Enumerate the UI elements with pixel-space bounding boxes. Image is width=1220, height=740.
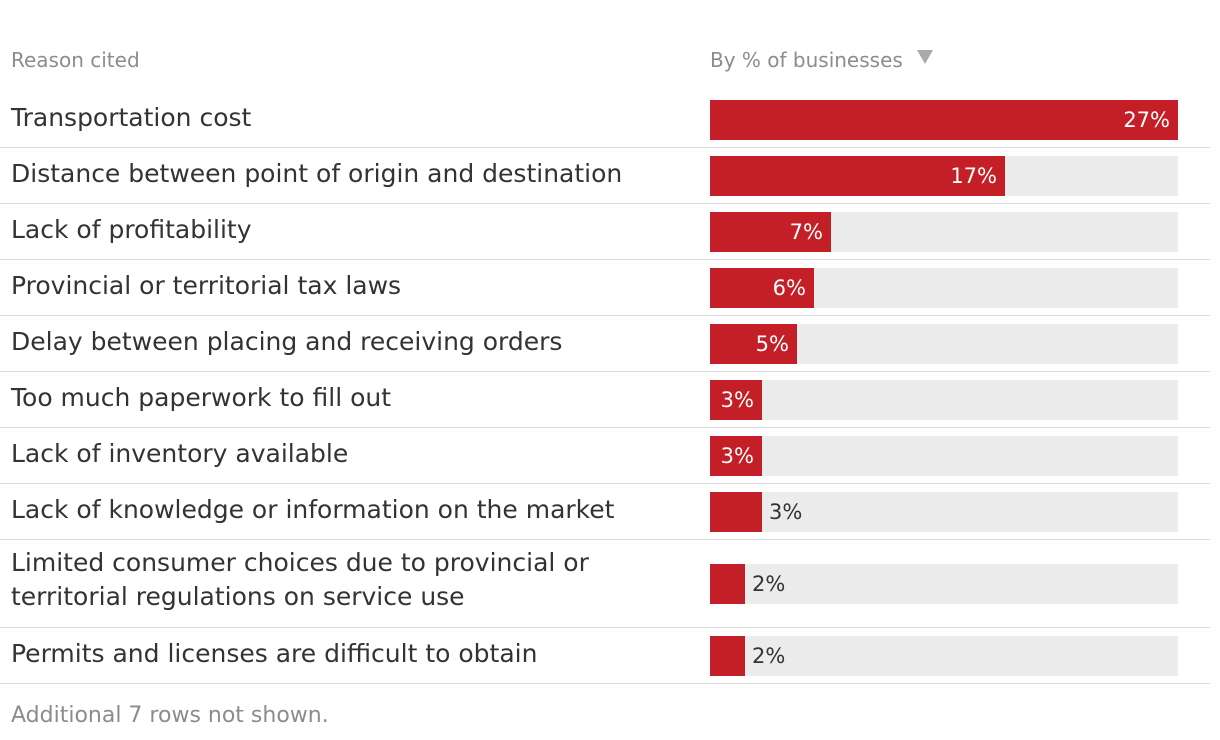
value-column-header[interactable]: By % of businesses bbox=[710, 48, 933, 72]
bar-track: 5% bbox=[710, 324, 1178, 364]
bar bbox=[710, 212, 831, 252]
category-label: Permits and licenses are difficult to ob… bbox=[11, 639, 538, 668]
category-label: Delay between placing and receiving orde… bbox=[11, 327, 563, 356]
table-row: Permits and licenses are difficult to ob… bbox=[0, 628, 1210, 684]
bar bbox=[710, 100, 1178, 140]
sort-descending-icon[interactable] bbox=[916, 50, 933, 64]
data-label: 7% bbox=[789, 220, 823, 244]
data-label: 17% bbox=[950, 164, 997, 188]
bar-track: 2% bbox=[710, 636, 1178, 676]
category-label: Lack of profitability bbox=[11, 215, 252, 244]
bar-track: 3% bbox=[710, 436, 1178, 476]
data-label: 3% bbox=[720, 444, 754, 468]
table-row: Delay between placing and receiving orde… bbox=[0, 316, 1210, 372]
data-label: 5% bbox=[755, 332, 789, 356]
table-row: Distance between point of origin and des… bbox=[0, 148, 1210, 204]
bar bbox=[710, 156, 1005, 196]
table-row: Too much paperwork to fill out 3% bbox=[0, 372, 1210, 428]
data-label: 3% bbox=[769, 500, 803, 524]
bar-track: 17% bbox=[710, 156, 1178, 196]
bar bbox=[710, 436, 762, 476]
table-row: Lack of knowledge or information on the … bbox=[0, 484, 1210, 540]
table-row: Transportation cost 27% bbox=[0, 92, 1210, 148]
category-label: Too much paperwork to fill out bbox=[11, 383, 392, 412]
bar bbox=[710, 380, 762, 420]
bar bbox=[710, 324, 797, 364]
category-label: Lack of knowledge or information on the … bbox=[11, 495, 615, 524]
bar-track: 7% bbox=[710, 212, 1178, 252]
data-label: 27% bbox=[1123, 108, 1170, 132]
bar-track: 3% bbox=[710, 492, 1178, 532]
bar-track: 27% bbox=[710, 100, 1178, 140]
value-column-label: By % of businesses bbox=[710, 48, 903, 72]
category-label: Limited consumer choices due to provinci… bbox=[11, 548, 589, 611]
bar bbox=[710, 492, 762, 532]
bar-track: 6% bbox=[710, 268, 1178, 308]
data-label: 6% bbox=[772, 276, 806, 300]
category-label: Lack of inventory available bbox=[11, 439, 349, 468]
bar bbox=[710, 636, 745, 676]
category-label: Distance between point of origin and des… bbox=[11, 159, 623, 188]
bar bbox=[710, 564, 745, 604]
table-row: Lack of profitability 7% bbox=[0, 204, 1210, 260]
category-label: Transportation cost bbox=[11, 103, 252, 132]
footnote: Additional 7 rows not shown. bbox=[11, 703, 329, 728]
reason-column-header: Reason cited bbox=[11, 48, 140, 72]
category-label: Provincial or territorial tax laws bbox=[11, 271, 402, 300]
bar-track: 3% bbox=[710, 380, 1178, 420]
table-row: Limited consumer choices due to provinci… bbox=[0, 540, 1210, 628]
bar-track: 2% bbox=[710, 564, 1178, 604]
data-label: 2% bbox=[752, 572, 786, 596]
data-label: 3% bbox=[720, 388, 754, 412]
data-label: 2% bbox=[752, 644, 786, 668]
table-row: Provincial or territorial tax laws 6% bbox=[0, 260, 1210, 316]
table-row: Lack of inventory available 3% bbox=[0, 428, 1210, 484]
bar bbox=[710, 268, 814, 308]
